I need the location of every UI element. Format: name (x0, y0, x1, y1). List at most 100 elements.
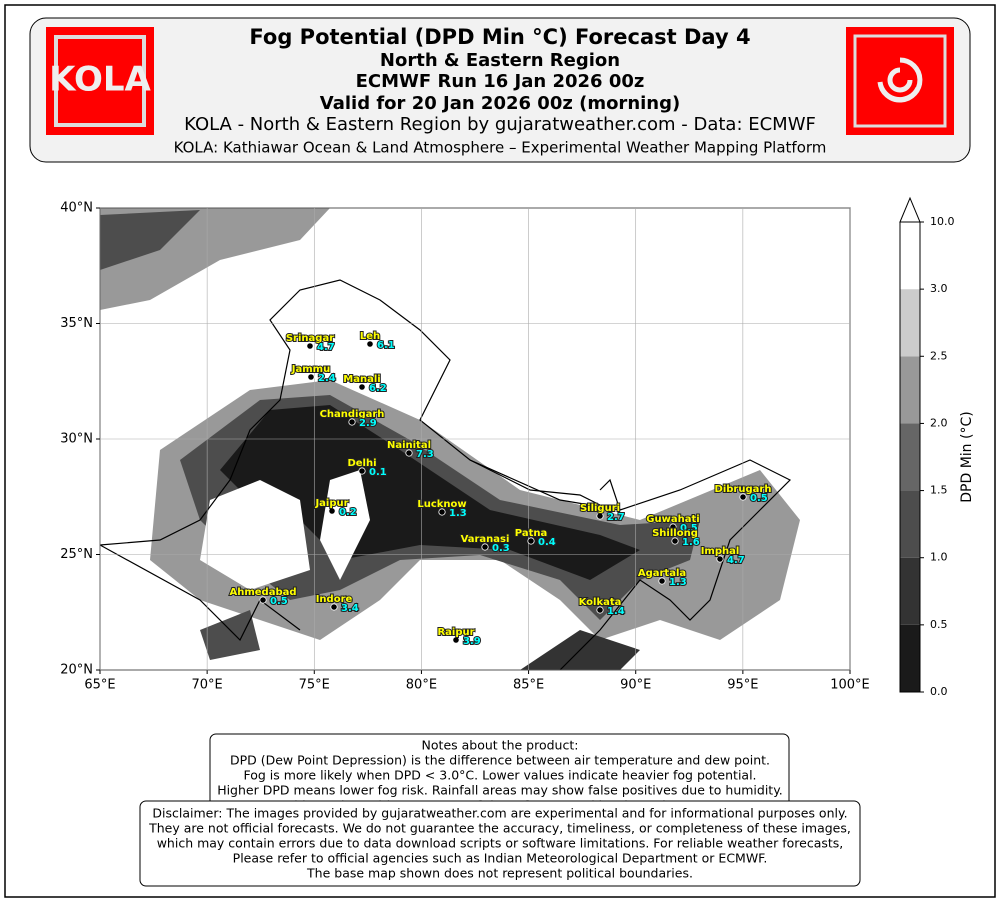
city-value: 0.5 (750, 493, 768, 504)
city-dot (452, 636, 460, 644)
city-name: Kolkata (579, 597, 622, 608)
city-dot (328, 507, 336, 515)
city-value: 1.6 (682, 537, 700, 548)
x-tick-label: 65°E (84, 678, 115, 693)
city-name: Agartala (638, 568, 686, 579)
city-name: Jammu (291, 364, 330, 375)
city-name: Srinagar (286, 333, 334, 344)
city-dot (306, 342, 314, 350)
city-name: Raipur (437, 627, 474, 638)
city-value: 1.4 (607, 606, 625, 617)
city-value: 1.3 (449, 508, 467, 519)
city-value: 7.3 (416, 449, 434, 460)
city-dot (330, 603, 338, 611)
colorbar-band (900, 289, 920, 357)
x-tick-label: 85°E (513, 678, 544, 693)
city-name: Dibrugarh (715, 484, 772, 495)
x-tick-label: 75°E (299, 678, 330, 693)
disclaimer-line: They are not official forecasts. We do n… (148, 821, 851, 836)
city-dot (438, 508, 446, 516)
disclaimer-line: The base map shown does not represent po… (306, 866, 693, 881)
notes-line: Notes about the product: (422, 738, 579, 753)
city-name: Guwahati (646, 514, 699, 525)
city-value: 6.1 (377, 340, 395, 351)
city-dot (716, 555, 724, 563)
city-dot (259, 596, 267, 604)
city-name: Patna (515, 528, 547, 539)
x-tick-label: 80°E (406, 678, 437, 693)
city-name: Jaipur (314, 498, 348, 509)
city-name: Ahmedabad (229, 587, 296, 598)
city-name: Lucknow (417, 499, 466, 510)
title: Fog Potential (DPD Min °C) Forecast Day … (249, 25, 750, 49)
colorbar-band (900, 624, 920, 692)
y-tick-label: 20°N (60, 663, 93, 678)
city-dot (669, 523, 677, 531)
city-dot (596, 606, 604, 614)
y-tick-label: 25°N (60, 547, 93, 562)
city-value: 6.2 (369, 383, 387, 394)
colorbar-tick-label: 2.0 (930, 416, 948, 429)
colorbar-tick-label: 2.5 (930, 349, 948, 362)
x-tick-label: 90°E (620, 678, 651, 693)
city-name: Manali (343, 374, 380, 385)
city-name: Imphal (701, 546, 740, 557)
subtitle: North & Eastern Region (380, 50, 620, 71)
city-value: 2.9 (359, 418, 377, 429)
city-dot (307, 373, 315, 381)
city-value: 2.4 (318, 373, 336, 384)
city-value: 0.3 (492, 543, 510, 554)
city-dot (366, 340, 374, 348)
colorbar-outline (899, 221, 921, 693)
city-value: 0.2 (339, 507, 357, 518)
city-value: 0.5 (270, 596, 288, 607)
frame (4, 4, 996, 898)
city-dot (358, 383, 366, 391)
city-dot (658, 577, 666, 585)
colorbar-tick-label: 1.0 (930, 551, 948, 564)
colorbar-band (900, 222, 920, 290)
colorbar-tick-label: 10.0 (930, 215, 955, 228)
city-dot (596, 512, 604, 520)
colorbar-tick-label: 1.5 (930, 484, 948, 497)
colorbar-label: DPD Min (°C) (959, 411, 975, 502)
colorbar-extend (899, 196, 921, 223)
colorbar-band (900, 356, 920, 424)
city-dot (739, 493, 747, 501)
logo-text: KOLA (49, 60, 151, 100)
city-name: Nainital (387, 440, 431, 451)
city-value: 0.4 (538, 537, 556, 548)
x-tick-label: 95°E (727, 678, 758, 693)
disclaimer-line: which may contain errors due to data dow… (157, 836, 844, 851)
valid: Valid for 20 Jan 2026 00z (morning) (320, 93, 680, 114)
city-dot (527, 537, 535, 545)
y-tick-label: 35°N (60, 316, 93, 331)
header-box (29, 17, 971, 163)
city-value: 0.1 (369, 467, 387, 478)
colorbar-tick-label: 0.5 (930, 618, 948, 631)
disclaimer-line: Please refer to official agencies such a… (233, 851, 768, 866)
city-dot (481, 543, 489, 551)
city-value: 2.7 (607, 512, 625, 523)
city-dot (348, 418, 356, 426)
city-value: 0.5 (680, 523, 698, 534)
x-tick-label: 100°E (830, 678, 870, 693)
logo-left: KOLA (46, 27, 154, 135)
city-value: 3.9 (463, 636, 481, 647)
colorbar-band (900, 490, 920, 558)
city-value: 1.3 (669, 577, 687, 588)
colorbar-band (900, 557, 920, 625)
notes-line: Higher DPD means lower fog risk. Rainfal… (217, 783, 783, 798)
city-name: Shillong (652, 528, 698, 539)
disclaimer-box (139, 800, 861, 887)
city-name: Siliguri (580, 503, 620, 514)
disclaimer-line: Disclaimer: The images provided by gujar… (152, 806, 847, 821)
y-tick-label: 40°N (60, 201, 93, 216)
city-value: 3.4 (341, 603, 359, 614)
city-value: 4.7 (317, 342, 335, 353)
borders (100, 279, 792, 670)
notes-line: DPD (Dew Point Depression) is the differ… (230, 753, 770, 768)
city-name: Chandigarh (320, 409, 385, 420)
colorbar-tick-label: 0.0 (930, 685, 948, 698)
platform: KOLA: Kathiawar Ocean & Land Atmosphere … (174, 139, 827, 157)
